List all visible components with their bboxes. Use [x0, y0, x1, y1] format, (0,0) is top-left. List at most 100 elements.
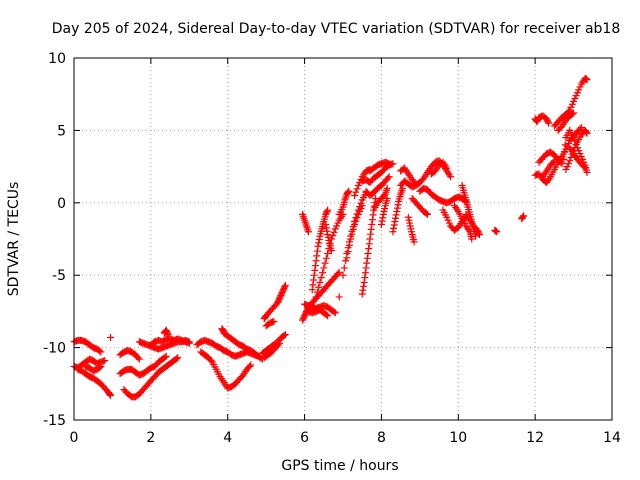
data-point — [340, 264, 348, 272]
data-point — [323, 207, 331, 215]
data-point — [331, 309, 339, 317]
data-point — [347, 235, 355, 243]
data-point — [392, 211, 400, 219]
data-point — [583, 76, 591, 84]
x-tick-label: 14 — [603, 430, 621, 446]
x-tick-label: 0 — [70, 430, 79, 446]
data-point — [106, 390, 114, 398]
data-point — [349, 225, 357, 233]
data-point — [570, 134, 578, 142]
data-point — [362, 264, 370, 272]
chart-title: Day 205 of 2024, Sidereal Day-to-day VTE… — [52, 21, 621, 37]
data-point — [309, 281, 317, 289]
data-point — [345, 187, 353, 195]
data-point — [310, 271, 318, 279]
data-point — [368, 221, 376, 229]
data-point — [352, 217, 360, 225]
data-point — [392, 214, 400, 222]
data-point — [107, 391, 115, 399]
data-point — [344, 248, 352, 256]
data-point — [570, 109, 578, 117]
data-point — [378, 217, 386, 225]
data-point — [447, 173, 455, 181]
data-point — [468, 235, 476, 243]
data-point — [134, 354, 142, 362]
data-point — [383, 194, 391, 202]
data-point — [162, 352, 170, 360]
data-point — [385, 160, 393, 168]
data-point — [310, 276, 318, 284]
data-point — [393, 207, 401, 215]
axis-ticks — [73, 57, 613, 421]
data-point — [377, 221, 385, 229]
data-point — [391, 218, 399, 226]
data-point — [329, 232, 337, 240]
data-point — [313, 252, 321, 260]
data-point — [568, 110, 576, 118]
data-point — [411, 179, 419, 187]
data-point — [424, 210, 432, 218]
data-point — [315, 239, 323, 247]
data-point — [577, 124, 585, 132]
data-point — [324, 249, 332, 257]
data-point — [164, 329, 172, 337]
data-point — [323, 227, 331, 235]
y-tick-label: 5 — [57, 123, 66, 139]
data-point — [96, 347, 104, 355]
data-point — [247, 361, 255, 369]
data-point — [361, 274, 369, 282]
data-point — [443, 164, 451, 172]
data-point — [550, 157, 558, 165]
x-axis-title: GPS time / hours — [281, 458, 398, 474]
data-point — [353, 185, 361, 193]
data-point — [348, 230, 356, 238]
data-point — [322, 254, 330, 262]
data-point — [335, 268, 343, 276]
data-point — [390, 221, 398, 229]
data-point — [363, 254, 371, 262]
data-point — [311, 266, 319, 274]
data-point — [312, 257, 320, 265]
data-point — [369, 211, 377, 219]
data-point — [360, 278, 368, 286]
data-point — [324, 206, 332, 214]
data-point — [330, 228, 338, 236]
y-tick-label: 10 — [48, 51, 66, 67]
data-point — [351, 192, 359, 200]
data-point — [207, 357, 215, 365]
data-point — [172, 355, 180, 363]
data-point — [582, 128, 590, 136]
data-point — [220, 328, 228, 336]
data-point — [576, 125, 584, 133]
data-point — [561, 141, 569, 149]
x-tick-label: 6 — [300, 430, 309, 446]
x-tick-label: 10 — [449, 430, 467, 446]
data-point — [519, 213, 527, 221]
data-point — [366, 235, 374, 243]
data-point — [389, 228, 397, 236]
data-point — [280, 332, 288, 340]
data-point — [327, 247, 335, 255]
data-point — [367, 225, 375, 233]
data-point — [317, 274, 325, 282]
data-point — [558, 160, 566, 168]
data-point — [135, 355, 143, 363]
data-point — [544, 118, 552, 126]
data-point — [270, 318, 278, 326]
data-point — [304, 228, 312, 236]
data-point — [581, 164, 589, 172]
data-point — [583, 168, 591, 176]
data-point — [174, 354, 182, 362]
data-point — [97, 362, 105, 370]
y-tick-label: -10 — [43, 341, 66, 357]
data-point — [410, 238, 418, 246]
data-point — [344, 188, 352, 196]
data-point — [324, 312, 332, 320]
data-point — [219, 327, 227, 335]
data-point — [330, 308, 338, 316]
data-point — [308, 286, 316, 294]
data-point — [322, 311, 330, 319]
y-axis-title: SDTVAR / TECUs — [6, 182, 22, 297]
data-point — [422, 209, 430, 217]
data-point — [383, 184, 391, 192]
